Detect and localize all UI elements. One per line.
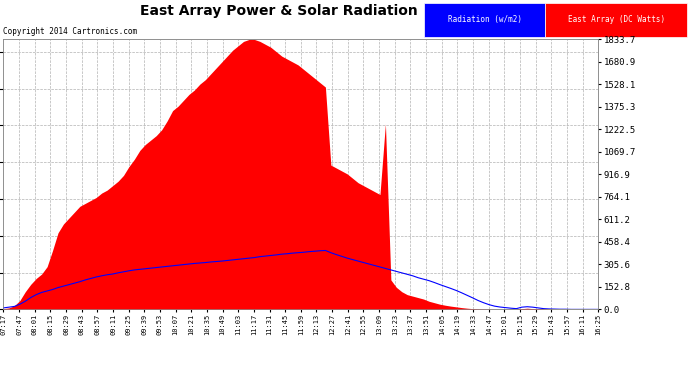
Text: East Array Power & Solar Radiation  Fri Jan 17 16:37: East Array Power & Solar Radiation Fri J…: [140, 4, 550, 18]
Text: Copyright 2014 Cartronics.com: Copyright 2014 Cartronics.com: [3, 27, 137, 36]
FancyBboxPatch shape: [545, 3, 687, 38]
FancyBboxPatch shape: [424, 3, 545, 38]
Text: East Array (DC Watts): East Array (DC Watts): [568, 15, 664, 24]
Text: Radiation (w/m2): Radiation (w/m2): [448, 15, 522, 24]
